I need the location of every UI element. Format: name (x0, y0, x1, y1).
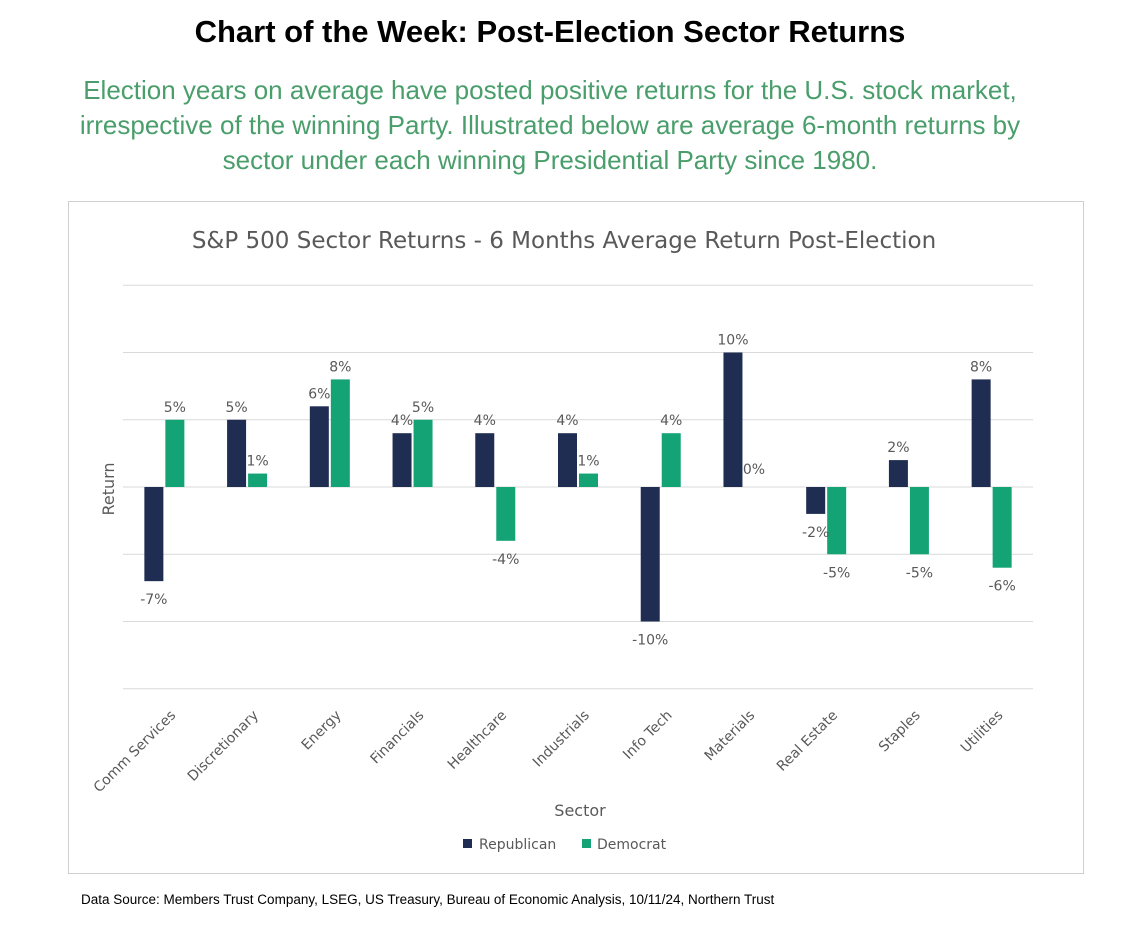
bar-democrat (992, 487, 1012, 568)
bar-republican (723, 352, 743, 487)
y-axis-title: Return (99, 462, 118, 515)
bar-democrat (827, 487, 847, 555)
x-tick-label: Healthcare (445, 708, 510, 773)
data-source-note: Data Source: Members Trust Company, LSEG… (81, 892, 775, 907)
x-tick-label: Comm Services (91, 708, 179, 796)
chart-title: S&P 500 Sector Returns - 6 Months Averag… (192, 228, 936, 254)
data-label-republican: -10% (632, 633, 668, 649)
legend-swatch-republican (463, 839, 472, 848)
data-label-democrat: 5% (412, 400, 434, 416)
bar-republican (475, 433, 495, 487)
bars (144, 352, 1012, 622)
bar-democrat (248, 473, 268, 487)
data-label-democrat: -5% (823, 565, 850, 581)
bar-democrat (496, 487, 516, 541)
gridlines (123, 284, 1033, 690)
data-label-republican: 5% (225, 400, 247, 416)
legend-label-republican: Republican (479, 837, 556, 853)
data-label-republican: -2% (802, 525, 829, 541)
x-tick-label: Materials (702, 708, 759, 765)
x-tick-label: Real Estate (774, 708, 841, 775)
x-tick-label: Info Tech (620, 708, 675, 763)
page-subtitle: Election years on average have posted po… (79, 75, 1021, 175)
bar-democrat (413, 419, 433, 487)
bar-republican (392, 433, 412, 487)
bar-labels: -7%5% 5%1%6%8%4%5%4%-4%4%1%-10%4%10%0%-2%… (140, 333, 1016, 649)
x-tick-labels: Comm Services Discretionary Energy Financia… (91, 708, 1007, 796)
data-label-democrat: 5% (164, 400, 186, 416)
bar-republican (971, 379, 991, 487)
sector-returns-chart: S&P 500 Sector Returns - 6 Months Averag… (91, 228, 1033, 853)
legend: Republican Democrat (463, 837, 667, 853)
legend-label-democrat: Democrat (597, 837, 667, 853)
data-label-republican: 4% (391, 413, 413, 429)
bar-republican (144, 487, 164, 582)
bar-republican (888, 460, 908, 487)
x-tick-label: Utilities (958, 708, 1007, 757)
data-label-republican: 6% (308, 386, 330, 402)
data-label-republican: 4% (474, 413, 496, 429)
data-label-democrat: -5% (906, 565, 933, 581)
x-tick-label: Staples (876, 708, 924, 756)
bar-democrat (579, 473, 598, 487)
legend-swatch-democrat (582, 839, 591, 848)
data-label-democrat: -4% (492, 552, 519, 568)
data-label-democrat: 1% (246, 454, 268, 470)
data-label-republican: 8% (970, 359, 992, 375)
data-label-democrat: 1% (577, 454, 599, 470)
x-tick-label: Industrials (530, 708, 593, 771)
x-tick-label: Financials (368, 708, 428, 768)
bar-republican (806, 487, 826, 514)
x-tick-label: Discretionary (185, 708, 262, 785)
bar-republican (640, 487, 660, 622)
data-label-democrat: 0% (743, 462, 765, 478)
x-axis-title: Sector (554, 801, 606, 820)
bar-republican (309, 406, 329, 487)
data-label-republican: 10% (717, 333, 748, 349)
chart-container: S&P 500 Sector Returns - 6 Months Averag… (68, 201, 1084, 874)
data-label-democrat: 8% (329, 359, 351, 375)
data-label-democrat: -6% (989, 579, 1016, 595)
bar-republican (227, 419, 247, 487)
bar-democrat (909, 487, 929, 555)
bar-republican (558, 433, 577, 487)
data-label-republican: -7% (140, 592, 167, 608)
bar-democrat (330, 379, 350, 487)
page-title: Chart of the Week: Post-Election Sector … (194, 14, 906, 49)
data-label-republican: 2% (887, 440, 909, 456)
x-tick-label: Energy (299, 708, 345, 754)
bar-democrat (165, 419, 185, 487)
data-label-democrat: 4% (660, 413, 682, 429)
bar-democrat (661, 433, 681, 487)
data-label-republican: 4% (556, 413, 578, 429)
